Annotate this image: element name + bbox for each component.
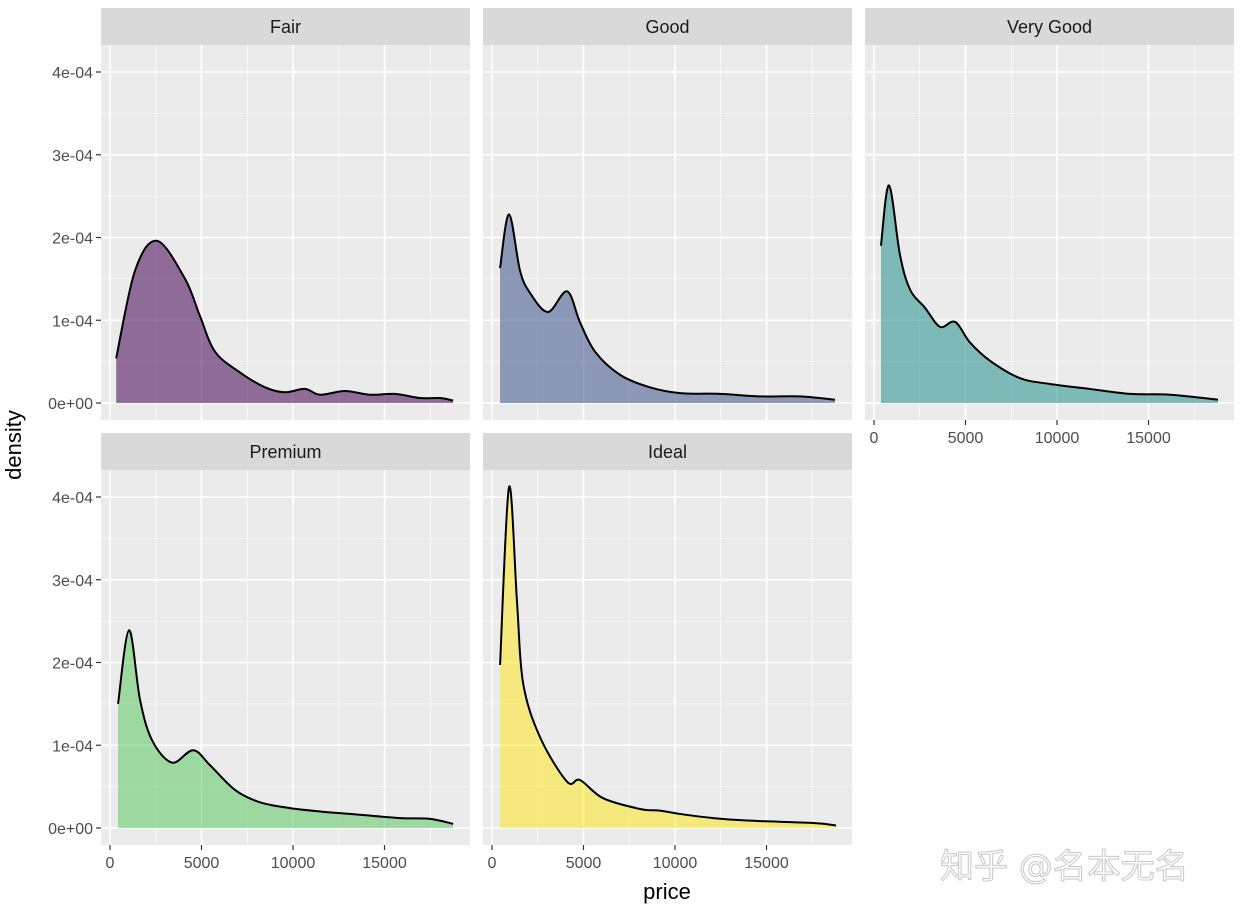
density-line — [499, 485, 837, 827]
x-tick-label: 15000 — [1126, 430, 1171, 447]
facet-panel-very-good: Very Good 0 5000 10000 15000 — [865, 8, 1234, 447]
x-tick-label: 5000 — [566, 855, 602, 872]
density-area — [500, 214, 835, 403]
x-tick-label: 15000 — [744, 855, 789, 872]
y-tick-label: 2e-04 — [52, 231, 93, 248]
y-axis-title: density — [1, 410, 26, 480]
x-tick-label: 0 — [870, 430, 879, 447]
y-tick-label: 0e+00 — [48, 396, 93, 413]
density-area — [880, 185, 1219, 403]
strip-background — [483, 8, 852, 45]
strip-label: Fair — [270, 17, 301, 37]
y-tick-label: 4e-04 — [52, 490, 93, 507]
y-tick-label: 3e-04 — [52, 148, 93, 165]
y-tick-label: 3e-04 — [52, 573, 93, 590]
x-tick-label: 0 — [106, 855, 115, 872]
x-tick-label: 5000 — [948, 430, 984, 447]
density-line — [879, 184, 1219, 401]
strip-label: Very Good — [1007, 17, 1092, 37]
x-tick-label: 0 — [488, 855, 497, 872]
strip-background — [101, 433, 470, 470]
y-tick-label: 2e-04 — [52, 656, 93, 673]
watermark: 知乎 @名本无名 — [940, 847, 1189, 887]
density-area — [116, 240, 454, 403]
strip-label: Good — [645, 17, 689, 37]
x-tick-label: 5000 — [184, 855, 220, 872]
strip-label: Ideal — [648, 442, 687, 462]
y-tick-label: 4e-04 — [52, 65, 93, 82]
facet-panel-good: Good — [483, 8, 852, 420]
strip-background — [483, 433, 852, 470]
density-line — [117, 629, 454, 825]
strip-label: Premium — [249, 442, 321, 462]
y-tick-label: 1e-04 — [52, 313, 93, 330]
y-tick-label: 1e-04 — [52, 738, 93, 755]
density-area — [500, 486, 837, 828]
density-line — [499, 213, 836, 401]
facet-panel-fair: Fair 0e+00 1e-04 2e-04 3e-04 4e-04 — [48, 8, 470, 420]
x-tick-label: 10000 — [653, 855, 698, 872]
density-area — [118, 630, 454, 828]
x-tick-label: 15000 — [362, 855, 407, 872]
strip-background — [101, 8, 470, 45]
x-axis-title: price — [643, 879, 691, 904]
x-tick-label: 10000 — [271, 855, 316, 872]
y-tick-label: 0e+00 — [48, 821, 93, 838]
density-line — [115, 239, 454, 402]
facet-panel-ideal: Ideal 0 5000 10000 15000 — [483, 433, 852, 872]
strip-background — [865, 8, 1234, 45]
facet-panel-premium: Premium 0e+00 1e-04 2e-04 3e-04 4e-04 0 5000 100… — [48, 433, 470, 872]
x-tick-label: 10000 — [1035, 430, 1080, 447]
